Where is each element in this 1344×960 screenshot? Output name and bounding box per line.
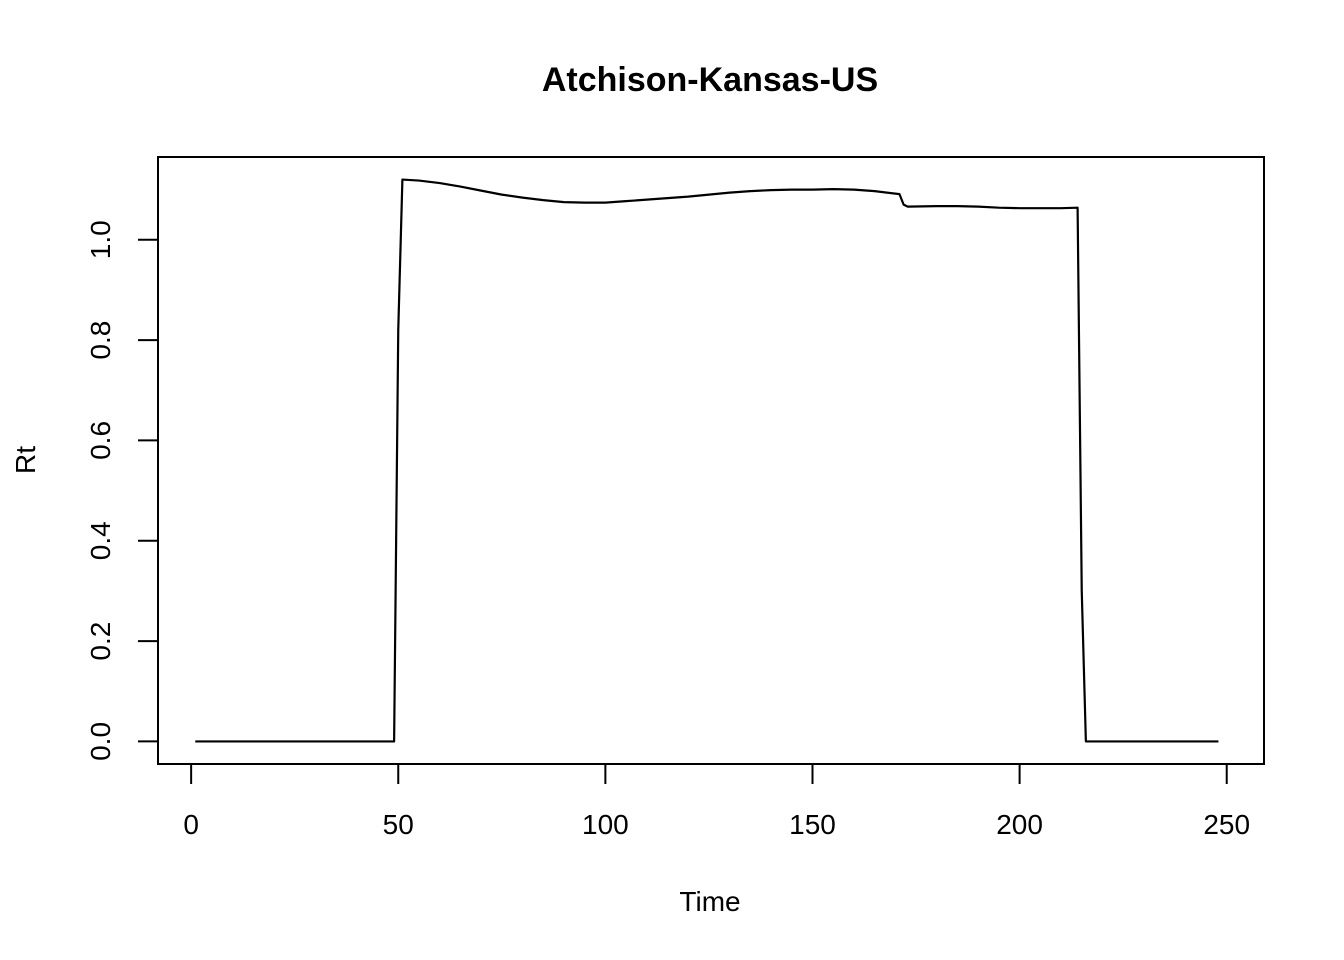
- series-layer: [195, 178, 1219, 743]
- y-axis: 0.0 0.2 0.4 0.6 0.8 1.0: [85, 220, 159, 761]
- x-tick-label: 150: [789, 809, 836, 840]
- x-axis-label: Time: [679, 886, 740, 917]
- y-tick-label: 0.4: [85, 521, 116, 560]
- chart-title: Atchison-Kansas-US: [542, 61, 878, 99]
- y-tick-label: 0.0: [85, 722, 116, 761]
- y-tick-label: 0.8: [85, 321, 116, 360]
- y-axis-label: Rt: [10, 446, 41, 474]
- x-tick-label: 200: [996, 809, 1043, 840]
- x-tick-label: 0: [183, 809, 199, 840]
- x-axis: 0 50 100 150 200 250: [183, 763, 1250, 840]
- series-line-0: [195, 178, 1219, 743]
- y-tick-label: 0.2: [85, 622, 116, 661]
- plot-frame: [157, 156, 1265, 765]
- y-tick-label: 1.0: [85, 220, 116, 259]
- x-tick-label: 50: [383, 809, 414, 840]
- x-tick-label: 100: [582, 809, 629, 840]
- x-tick-label: 250: [1203, 809, 1250, 840]
- y-tick-label: 0.6: [85, 421, 116, 460]
